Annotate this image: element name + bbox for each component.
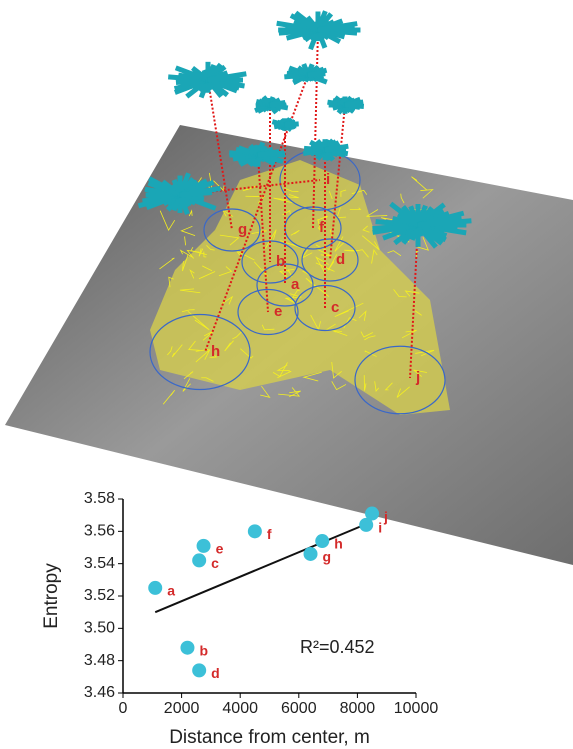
point-label: g — [323, 549, 332, 565]
rose-spoke — [285, 124, 299, 125]
map-label: d — [336, 251, 345, 268]
y-tick-label: 3.52 — [84, 587, 115, 604]
rose-spoke — [270, 104, 279, 105]
rose-spoke — [208, 78, 233, 80]
point — [197, 539, 211, 553]
x-axis-title: Distance from center, m — [169, 727, 370, 748]
y-tick-label: 3.58 — [84, 490, 115, 507]
map-label: e — [274, 303, 282, 320]
x-tick-label: 10000 — [394, 700, 439, 717]
point — [192, 553, 206, 567]
x-tick-label: 4000 — [222, 700, 258, 717]
y-axis-title: Entropy — [41, 563, 62, 629]
rose-spoke — [325, 149, 335, 150]
map-label: b — [276, 253, 285, 270]
rose-spoke — [258, 153, 284, 155]
map-label: h — [211, 343, 220, 360]
map-label: c — [331, 299, 339, 316]
point-label: e — [216, 541, 224, 557]
map-label: a — [291, 276, 300, 293]
y-tick-label: 3.56 — [84, 523, 115, 540]
rose-spoke — [318, 27, 355, 30]
x-tick-label: 2000 — [164, 700, 200, 717]
map-label: i — [326, 171, 330, 188]
y-tick-label: 3.46 — [84, 684, 115, 701]
point-label: j — [383, 508, 388, 524]
y-tick-label: 3.48 — [84, 652, 115, 669]
point-label: b — [199, 642, 208, 658]
x-tick-label: 0 — [119, 700, 128, 717]
r-squared: R²=0.452 — [300, 637, 375, 657]
rose-spoke — [308, 74, 325, 75]
y-tick-label: 3.50 — [84, 620, 115, 637]
point — [315, 534, 329, 548]
point-label: i — [378, 520, 382, 536]
point — [180, 641, 194, 655]
x-tick-label: 8000 — [340, 700, 376, 717]
map-label: g — [238, 221, 247, 238]
point-label: a — [167, 583, 175, 599]
point — [365, 507, 379, 521]
map-label: j — [415, 369, 420, 386]
point-label: c — [211, 555, 219, 571]
point — [304, 547, 318, 561]
figure: abcdefghij 3.463.483.503.523.543.563.580… — [0, 0, 573, 749]
point — [192, 663, 206, 677]
point-label: d — [211, 665, 220, 681]
rose-spoke — [345, 104, 360, 105]
rose-spoke — [180, 192, 212, 195]
scatter-plot: 3.46 3.48 3.50 3.52 3.54 3.56 3.58 0 2000 4000 600… — [41, 490, 438, 748]
point-label: f — [267, 526, 272, 542]
point — [148, 581, 162, 595]
point-label: h — [334, 536, 343, 552]
y-tick-label: 3.54 — [84, 555, 115, 572]
point — [248, 524, 262, 538]
x-tick-label: 6000 — [281, 700, 317, 717]
